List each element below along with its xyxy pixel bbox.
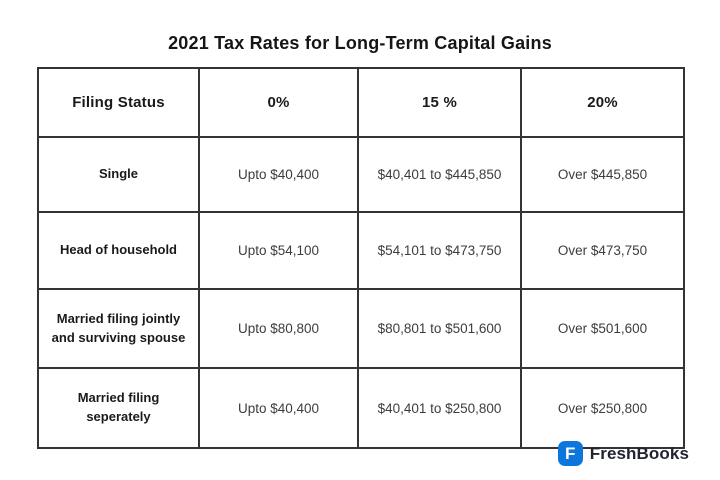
table-row-head-of-household: Head of household Upto $54,100 $54,101 t…	[37, 211, 685, 290]
cell-20-percent: Over $501,600	[520, 288, 685, 369]
column-header-20-percent: 20%	[520, 67, 685, 138]
page-title: 2021 Tax Rates for Long-Term Capital Gai…	[168, 33, 552, 53]
cell-0-percent: Upto $80,800	[198, 288, 359, 369]
cell-0-percent: Upto $54,100	[198, 211, 359, 290]
table-row-married-separately: Married filing seperately Upto $40,400 $…	[37, 367, 685, 449]
table-header-row: Filing Status 0% 15 % 20%	[37, 67, 685, 138]
row-label: Head of household	[37, 211, 200, 290]
tax-rates-table: Filing Status 0% 15 % 20% Single Upto $4…	[37, 67, 685, 449]
cell-20-percent: Over $445,850	[520, 136, 685, 213]
column-header-15-percent: 15 %	[357, 67, 522, 138]
cell-15-percent: $40,401 to $250,800	[357, 367, 522, 449]
row-label: Married filing jointly and surviving spo…	[37, 288, 200, 369]
column-header-0-percent: 0%	[198, 67, 359, 138]
table-row-married-jointly: Married filing jointly and surviving spo…	[37, 288, 685, 369]
freshbooks-logo-icon: F	[557, 441, 583, 466]
cell-0-percent: Upto $40,400	[198, 136, 359, 213]
row-label: Single	[37, 136, 200, 213]
cell-15-percent: $80,801 to $501,600	[357, 288, 522, 369]
cell-20-percent: Over $250,800	[520, 367, 685, 449]
cell-20-percent: Over $473,750	[520, 211, 685, 290]
table-row-single: Single Upto $40,400 $40,401 to $445,850 …	[37, 136, 685, 213]
freshbooks-logo-text: FreshBooks	[589, 443, 689, 463]
cell-0-percent: Upto $40,400	[198, 367, 359, 449]
row-label: Married filing seperately	[37, 367, 200, 449]
column-header-filing-status: Filing Status	[37, 67, 200, 138]
cell-15-percent: $40,401 to $445,850	[357, 136, 522, 213]
cell-15-percent: $54,101 to $473,750	[357, 211, 522, 290]
freshbooks-brand: F FreshBooks	[557, 441, 689, 466]
